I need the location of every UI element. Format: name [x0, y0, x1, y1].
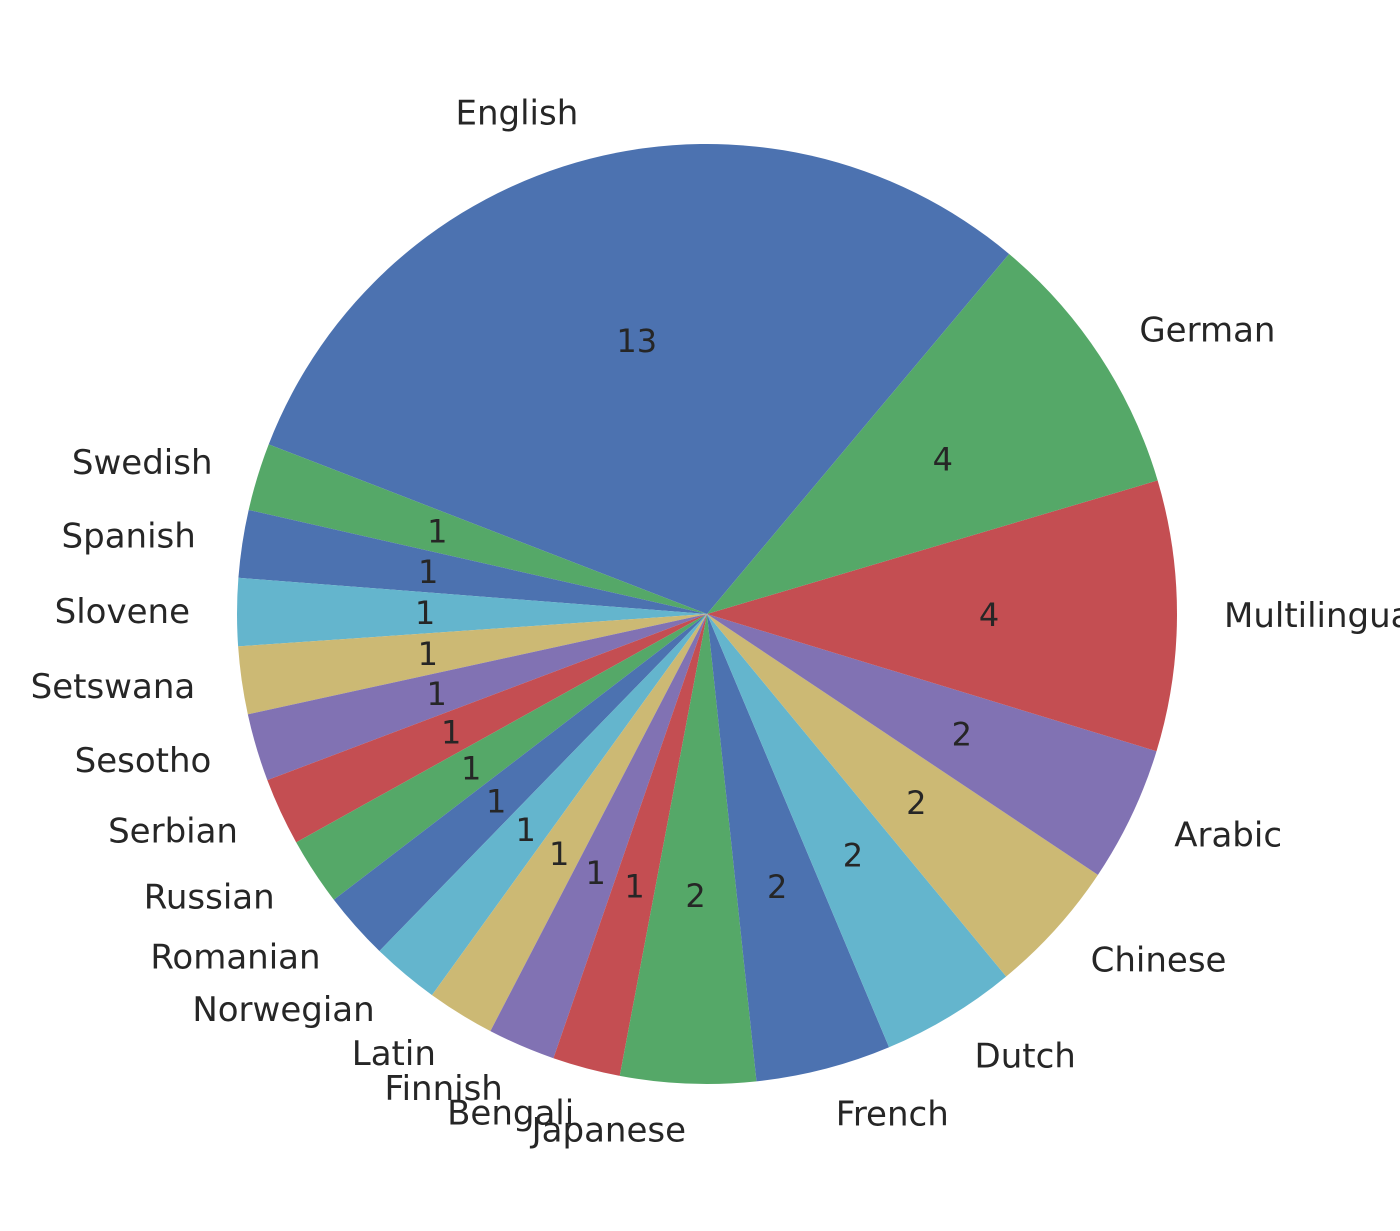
value-label-bengali: 1	[624, 868, 644, 906]
pie-slice-english	[268, 144, 1010, 614]
category-label-french: French	[836, 1095, 949, 1135]
value-label-arabic: 2	[952, 716, 972, 754]
category-label-russian: Russian	[144, 878, 275, 918]
pie-slice-spanish	[238, 509, 707, 614]
pie-slice-serbian	[267, 614, 707, 843]
pie-slice-japanese	[619, 614, 757, 1084]
pie-slice-setswana	[238, 614, 707, 715]
pie-slice-slovene	[236, 577, 707, 647]
category-label-japanese: Japanese	[530, 1111, 686, 1151]
value-label-dutch: 2	[843, 836, 863, 874]
category-label-chinese: Chinese	[1091, 941, 1227, 981]
pie-slice-swedish	[248, 444, 707, 614]
pie-slice-norwegian	[379, 614, 707, 996]
category-label-bengali: Bengali	[447, 1094, 574, 1134]
category-label-setswana: Setswana	[31, 667, 196, 707]
value-label-setswana: 1	[418, 635, 438, 673]
value-label-russian: 1	[461, 750, 481, 788]
category-label-dutch: Dutch	[975, 1036, 1076, 1076]
category-label-arabic: Arabic	[1174, 815, 1282, 855]
value-label-swedish: 1	[427, 513, 447, 551]
pie-slice-bengali	[553, 614, 707, 1076]
pie-slice-sesotho	[247, 614, 708, 781]
pie-slice-romanian	[333, 614, 707, 952]
category-label-multilingual: Multilingual	[1224, 596, 1400, 636]
value-label-serbian: 1	[441, 714, 461, 752]
category-label-swedish: Swedish	[72, 443, 213, 483]
pie-slice-russian	[296, 614, 707, 900]
value-label-slovene: 1	[415, 594, 435, 632]
value-label-norwegian: 1	[516, 811, 536, 849]
value-label-german: 4	[933, 440, 953, 478]
value-label-latin: 1	[549, 835, 569, 873]
category-label-sesotho: Sesotho	[75, 741, 212, 781]
value-label-sesotho: 1	[426, 675, 446, 713]
value-label-french: 2	[767, 868, 787, 906]
pie-slice-latin	[431, 614, 707, 1032]
category-label-english: English	[455, 93, 578, 133]
category-label-finnish: Finnish	[385, 1069, 503, 1109]
pie-slice-multilingual	[707, 480, 1177, 752]
pie-slices	[236, 144, 1177, 1084]
value-label-finnish: 1	[585, 854, 605, 892]
category-labels: English Swedish Spanish Slovene Setswana Seso…	[31, 93, 1400, 1150]
value-label-romanian: 1	[486, 782, 506, 820]
category-label-norwegian: Norwegian	[192, 990, 374, 1030]
pie-slice-arabic	[707, 614, 1157, 875]
category-label-latin: Latin	[352, 1034, 436, 1074]
category-label-romanian: Romanian	[150, 937, 320, 977]
value-label-spanish: 1	[418, 553, 438, 591]
category-label-spanish: Spanish	[62, 517, 196, 557]
pie-slice-finnish	[490, 614, 707, 1059]
value-label-japanese: 2	[685, 877, 705, 915]
category-label-slovene: Slovene	[55, 592, 190, 632]
category-label-serbian: Serbian	[108, 812, 238, 852]
value-label-chinese: 2	[906, 784, 926, 822]
pie-slice-dutch	[707, 614, 1007, 1048]
pie-slice-chinese	[707, 614, 1098, 977]
value-label-multilingual: 4	[979, 596, 999, 634]
pie-slice-german	[707, 253, 1158, 614]
category-label-german: German	[1139, 310, 1275, 350]
value-label-english: 13	[616, 322, 657, 360]
pie-slice-french	[707, 614, 890, 1082]
